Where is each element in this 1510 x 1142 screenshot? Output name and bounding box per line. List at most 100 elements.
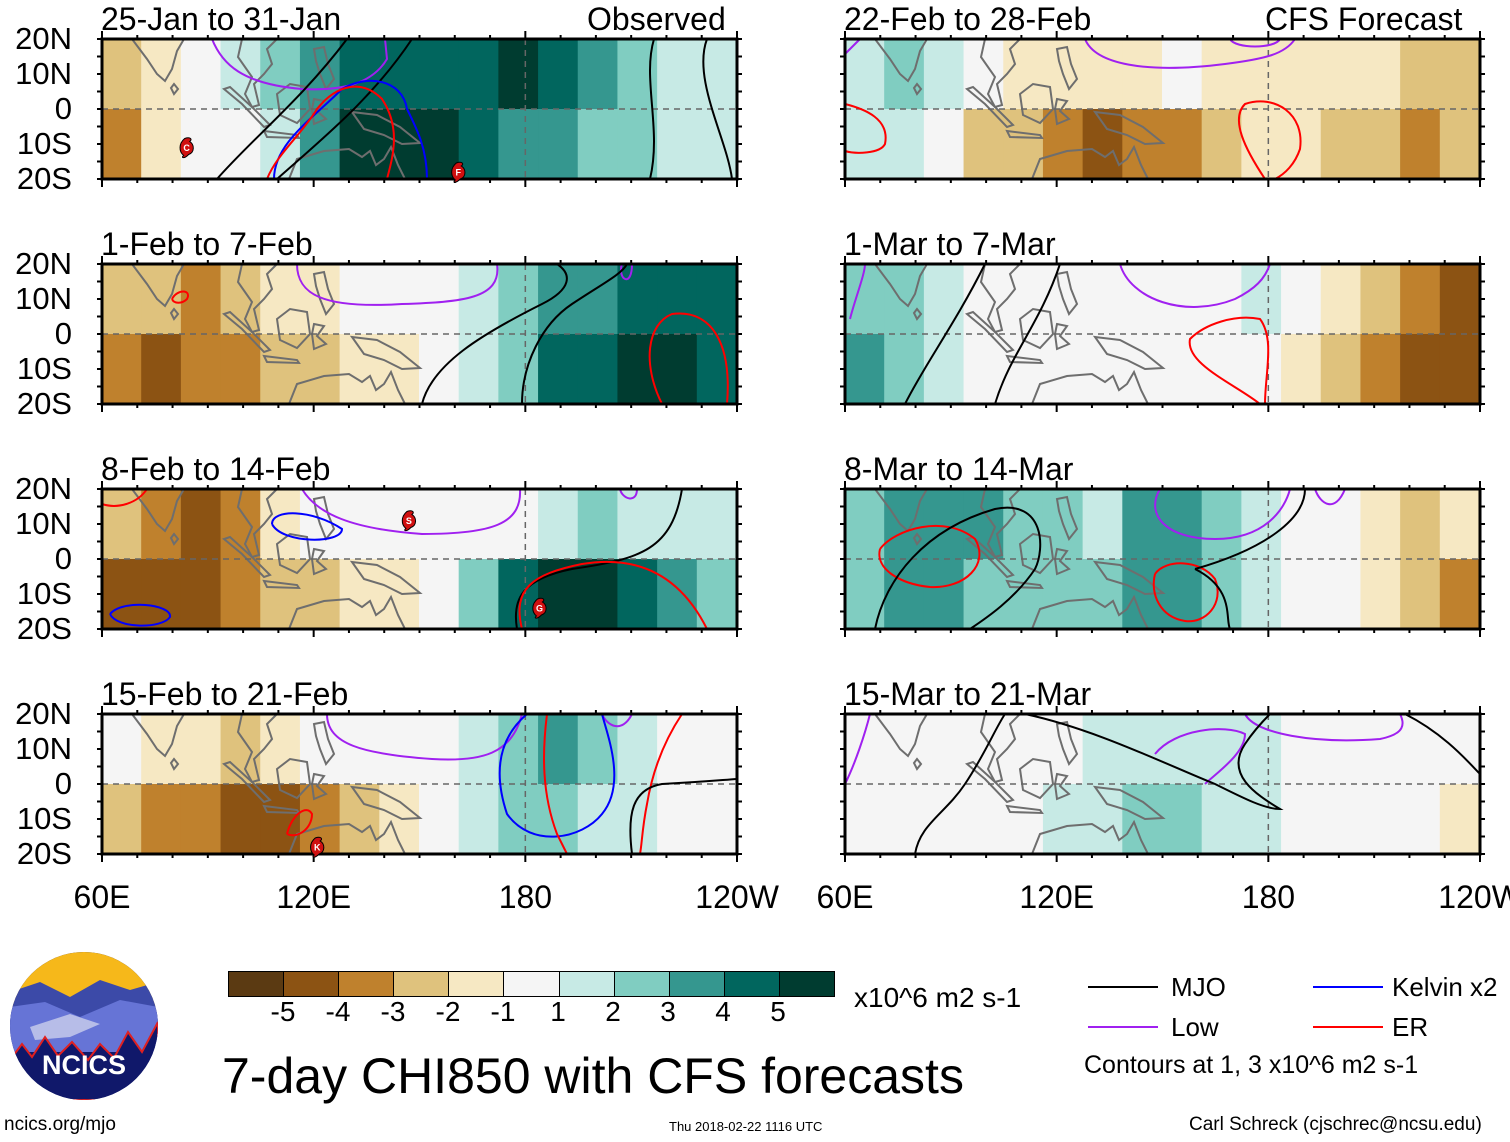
shading-cell [339,334,381,404]
colorbar-swatch [338,972,394,996]
panel-title-7: 8-Mar to 14-Mar [844,451,1074,487]
shading-cell [963,559,1005,629]
shading-cell [458,334,500,404]
map-frame [840,481,1485,637]
shading-cell [1400,264,1441,334]
map-frame [840,256,1485,412]
colorbar-swatch [613,972,669,996]
shading-cell [1162,109,1203,179]
mjo-legend-line [1088,986,1158,988]
shading-cell [577,559,619,629]
lat-label: 20N [15,21,72,56]
colorbar-units: x10^6 m2 s-1 [854,982,1022,1013]
shading-cell [577,39,619,109]
shading-cell [1201,714,1243,784]
shading-cell [657,264,698,334]
shading-cell [141,334,182,404]
shading-cell [1400,39,1441,109]
shading-cell [1439,714,1481,784]
shading-cell [299,559,341,629]
grid-lines [102,714,737,854]
shading-cell [884,264,925,334]
colorbar-tick-label: 1 [550,996,566,1027]
shading-cell [1082,714,1124,784]
storm-label: K [314,843,321,853]
figure-title: 7-day CHI850 with CFS forecasts [222,1048,964,1104]
shading-cell [1360,714,1402,784]
colorbar-tick-label: -1 [490,996,516,1027]
shading [844,714,1481,854]
cfs-forecast-label: CFS Forecast [1265,1,1463,37]
map-frame [840,706,1485,862]
shading-cell [1281,714,1322,784]
shading-cell [923,264,965,334]
shading-cell [1162,39,1203,109]
shading-cell [696,714,738,784]
ncics-logo-graphic [10,952,158,1100]
shading-cell [101,334,143,404]
shading-cell [844,489,886,559]
panel-title-1: 25-Jan to 31-Jan [101,1,342,37]
colorbar-tick-label: -4 [325,996,351,1027]
lat-label: 10S [16,351,72,386]
shading-cell [844,784,886,854]
lon-label: 60E [73,879,131,915]
shading [101,489,738,629]
shading-cell [1162,559,1203,629]
shading-cell [657,39,698,109]
observed-label: Observed [587,1,726,37]
shading-cell [884,39,925,109]
kelvin-legend-line [1313,986,1383,988]
shading-cell [101,714,143,784]
shading-cell [419,489,460,559]
shading-cell [844,334,886,404]
map-panel-15mar [840,706,1485,862]
lat-label: 20S [16,386,72,421]
footer-url[interactable]: ncics.org/mjo [4,1114,116,1135]
shading-cell [260,559,301,629]
lat-label: 0 [54,766,72,801]
shading-cell [1360,109,1402,179]
lat-label: 10S [16,576,72,611]
shading-cell [1400,489,1441,559]
lon-label: 180 [498,879,553,915]
shading-cell [1201,39,1243,109]
shading-cell [538,109,579,179]
shading-cell [1360,39,1402,109]
shading-cell [577,264,619,334]
shading-cell [141,489,182,559]
shading-cell [1082,334,1124,404]
shading-cell [101,559,143,629]
shading-cell [1122,39,1163,109]
colorbar-tick-label: 4 [715,996,731,1027]
shading-cell [1201,109,1243,179]
shading-cell [696,109,738,179]
lat-label: 10N [15,281,72,316]
shading-cell [884,714,925,784]
shading-cell [1360,334,1402,404]
shading-cell [963,334,1005,404]
shading-cell [419,559,460,629]
lon-label: 120E [276,879,352,915]
shading-cell [696,784,738,854]
shading-cell [1241,784,1283,854]
shading [844,489,1481,629]
shading-cell [617,334,659,404]
shading-cell [498,559,540,629]
lat-label: 10N [15,731,72,766]
shading-cell [220,334,262,404]
shading-cell [498,109,540,179]
map-frame [97,481,742,637]
shading-cell [538,334,579,404]
shading-cell [1439,784,1481,854]
colorbar-swatch [503,972,559,996]
colorbar-swatch [448,972,504,996]
shading-cell [180,784,222,854]
shading-cell [1360,559,1402,629]
shading-cell [657,784,698,854]
shading-cell [141,784,182,854]
colorbar-tick-label: 3 [660,996,676,1027]
tropical-cyclone-icon: G [532,597,547,619]
lat-label: 10S [16,801,72,836]
lat-label: 20N [15,696,72,731]
